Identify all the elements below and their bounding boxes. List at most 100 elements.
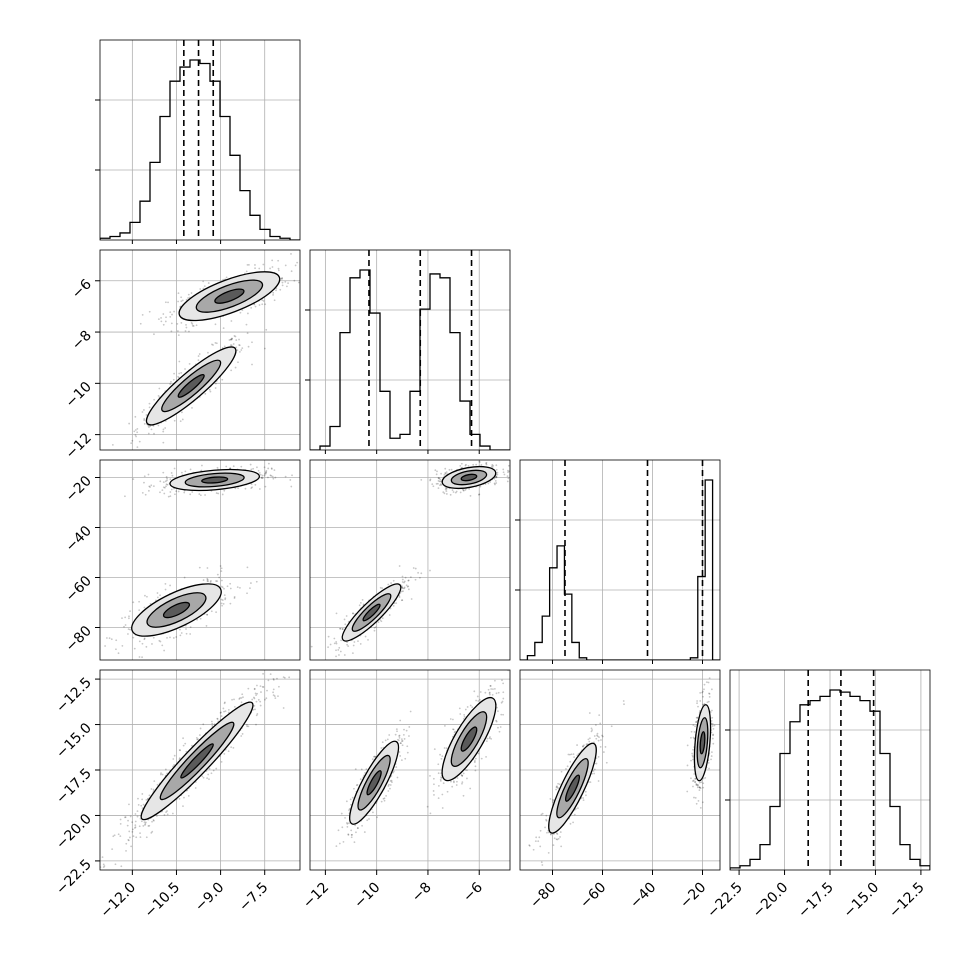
sample-point [221,604,223,607]
sample-point [408,735,410,737]
sample-point [351,652,354,655]
sample-point [171,474,174,477]
sample-point [111,443,114,446]
sample-point [160,317,162,319]
sample-point [180,632,183,634]
sample-point [172,758,175,760]
sample-point [497,726,499,729]
sample-point [149,425,152,428]
sample-point [178,360,181,363]
sample-point [577,807,579,809]
sample-point [557,837,560,840]
sample-point [490,688,493,690]
sample-point [264,472,267,475]
sample-point [141,491,144,494]
sample-point [398,596,401,598]
density-contour [366,770,382,796]
sample-point [439,779,442,782]
sample-point [398,751,401,753]
sample-point [112,835,115,838]
sample-point [403,586,406,589]
sample-point [537,840,540,843]
sample-point [357,640,359,643]
sample-point [361,824,363,827]
sample-point [485,463,488,466]
sample-point [410,598,413,600]
sample-point [216,466,219,469]
sample-point [480,463,483,466]
sample-point [159,773,162,776]
sample-point [238,338,240,341]
sample-point [347,833,350,836]
sample-point [497,691,500,694]
histogram-panel-1 [310,250,510,450]
sample-point [189,468,192,471]
sample-point [162,471,165,474]
sample-point [400,759,403,762]
sample-point [541,864,544,866]
density-contour [460,473,478,482]
sample-point [600,739,602,741]
sample-point [206,777,209,780]
sample-point [495,719,498,722]
sample-point [478,493,481,496]
sample-point [114,863,117,866]
sample-point [143,409,145,411]
sample-point [169,478,172,481]
sample-point [209,581,212,583]
sample-point [220,715,223,717]
sample-point [246,312,249,315]
sample-point [132,835,135,838]
sample-point [211,724,214,727]
sample-point [159,480,162,483]
sample-point [198,734,201,736]
sample-point [252,696,255,699]
sample-point [129,815,132,818]
sample-point [173,764,176,766]
sample-point [190,321,193,324]
sample-point [178,757,181,759]
sample-point [347,833,350,836]
sample-point [229,467,232,470]
sample-point [454,730,457,733]
sample-point [221,378,224,381]
sample-point [473,761,476,764]
sample-point [461,774,464,777]
sample-point [545,818,548,821]
sample-point [171,812,174,815]
sample-point [131,439,134,442]
sample-point [333,637,336,640]
sample-point [182,737,184,740]
sample-point [207,282,210,284]
sample-point [219,565,222,567]
sample-point [553,837,556,840]
sample-point [496,471,499,474]
sample-point [502,691,505,694]
sample-point [99,660,101,662]
sample-point [156,783,159,786]
sample-point [239,311,242,314]
sample-point [434,469,437,472]
sample-point [500,713,503,716]
sample-point [346,821,348,824]
sample-point [287,282,289,285]
sample-point [380,620,383,623]
sample-point [454,491,457,494]
sample-point [189,626,192,629]
sample-point [250,487,253,489]
sample-point [277,259,280,262]
sample-point [230,746,233,749]
sample-point [179,634,182,637]
sample-point [223,345,226,348]
sample-point [507,471,509,474]
sample-point [145,645,148,648]
sample-point [272,678,275,680]
sample-point [265,471,267,474]
sample-point [127,819,129,822]
sample-point [439,484,441,487]
sample-point [238,698,241,700]
sample-point [532,848,535,851]
sample-point [170,330,173,333]
sample-point [206,578,209,581]
sample-point [534,840,537,843]
